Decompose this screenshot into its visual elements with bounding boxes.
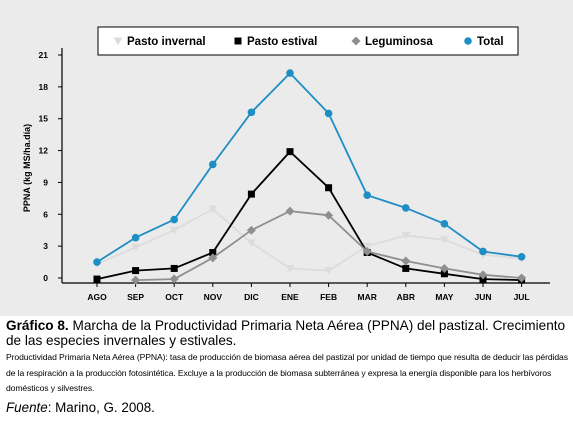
point-total: [402, 204, 410, 212]
caption-title-block: Gráfico 8. Marcha de la Productividad Pr…: [6, 318, 570, 348]
legend-box: [97, 26, 519, 56]
point-pasto-invernal: [362, 242, 372, 251]
point-total: [479, 247, 487, 256]
point-pasto-estival: [93, 275, 101, 283]
legend-label-leguminosa: Leguminosa: [365, 36, 433, 48]
point-leguminosa: [285, 206, 295, 216]
point-total: [209, 160, 217, 169]
legend-marker-pasto-estival: [234, 37, 242, 45]
point-pasto-estival: [402, 264, 410, 272]
y-tick-label: 15: [39, 114, 49, 124]
point-leguminosa: [208, 253, 218, 263]
x-tick-label: JUN: [474, 292, 491, 302]
point-pasto-invernal: [208, 205, 218, 213]
point-pasto-estival: [170, 264, 178, 272]
point-pasto-invernal: [401, 232, 411, 240]
point-leguminosa: [517, 273, 527, 283]
point-total: [247, 108, 256, 117]
legend-marker-pasto-invernal: [113, 37, 123, 45]
point-total: [93, 258, 101, 266]
x-tick-label: DIC: [244, 292, 259, 302]
x-tick-label: FEB: [320, 292, 337, 302]
legend-label-pasto-estival: Pasto estival: [247, 36, 317, 48]
source-text: : Marino, G. 2008.: [47, 399, 155, 415]
x-tick-label: MAY: [435, 292, 453, 302]
point-leguminosa: [169, 274, 179, 284]
caption-label: Gráfico 8.: [6, 318, 69, 333]
point-total: [363, 191, 372, 199]
point-pasto-invernal: [131, 243, 141, 252]
x-tick-label: JUL: [514, 292, 530, 302]
point-leguminosa: [324, 210, 334, 220]
legend-label-total: Total: [477, 36, 504, 48]
series-line-pasto-estival: [96, 150, 522, 281]
x-tick-label: ABR: [397, 292, 415, 302]
point-total: [440, 220, 449, 228]
series-line-pasto-invernal: [96, 208, 522, 272]
legend-marker-total: [464, 37, 472, 45]
point-pasto-invernal: [285, 264, 295, 273]
y-tick-label: 9: [43, 177, 48, 187]
x-tick-label: MAR: [358, 292, 377, 302]
point-pasto-invernal: [246, 239, 256, 247]
point-pasto-estival: [440, 270, 448, 278]
x-tick-label: AGO: [87, 292, 107, 302]
source-label: Fuente: [6, 399, 48, 415]
point-total: [131, 233, 140, 242]
point-leguminosa: [439, 263, 449, 273]
legend-marker-leguminosa: [351, 36, 361, 46]
x-tick-label: OCT: [165, 292, 184, 302]
point-total: [517, 252, 526, 261]
series-line-total: [96, 72, 522, 263]
point-leguminosa: [478, 270, 488, 280]
point-total: [170, 215, 178, 224]
x-tick-label: ENE: [281, 292, 299, 302]
y-tick-label: 0: [43, 273, 48, 283]
y-axis-label: PPNA (kg MS/ha.día): [22, 124, 32, 212]
point-leguminosa: [131, 275, 141, 285]
point-pasto-estival: [325, 184, 333, 192]
y-tick-label: 6: [43, 209, 48, 219]
y-tick-label: 3: [43, 241, 48, 251]
point-pasto-estival: [286, 148, 294, 156]
x-tick-label: NOV: [204, 292, 223, 302]
chart-panel: 0 3 6 9 12 15 18 21 AGO SEP OCT NOV DIC ENE FEB MAR ABR M…: [0, 0, 573, 316]
point-total: [324, 109, 333, 118]
figure-caption: Gráfico 8. Marcha de la Productividad Pr…: [6, 318, 570, 415]
x-tick-label: SEP: [127, 292, 144, 302]
legend-label-pasto-invernal: Pasto invernal: [127, 36, 206, 48]
y-tick-label: 12: [39, 146, 49, 156]
point-leguminosa: [362, 246, 372, 256]
caption-source: Fuente: Marino, G. 2008.: [6, 400, 570, 415]
line-chart: 0 3 6 9 12 15 18 21 AGO SEP OCT NOV DIC ENE FEB MAR ABR M…: [22, 26, 550, 302]
caption-description: Productividad Primaria Neta Aérea (PPNA)…: [6, 352, 568, 393]
caption-title: Marcha de la Productividad Primaria Neta…: [6, 318, 566, 348]
y-tick-label: 21: [39, 50, 49, 60]
point-pasto-invernal: [169, 226, 179, 235]
point-pasto-invernal: [324, 267, 334, 275]
y-tick-label: 18: [39, 82, 49, 92]
point-leguminosa: [401, 256, 411, 266]
point-pasto-estival: [132, 267, 140, 275]
point-pasto-estival: [209, 249, 217, 257]
point-total: [286, 69, 294, 77]
point-pasto-invernal: [439, 236, 449, 244]
point-pasto-estival: [247, 190, 255, 198]
point-leguminosa: [246, 225, 256, 235]
